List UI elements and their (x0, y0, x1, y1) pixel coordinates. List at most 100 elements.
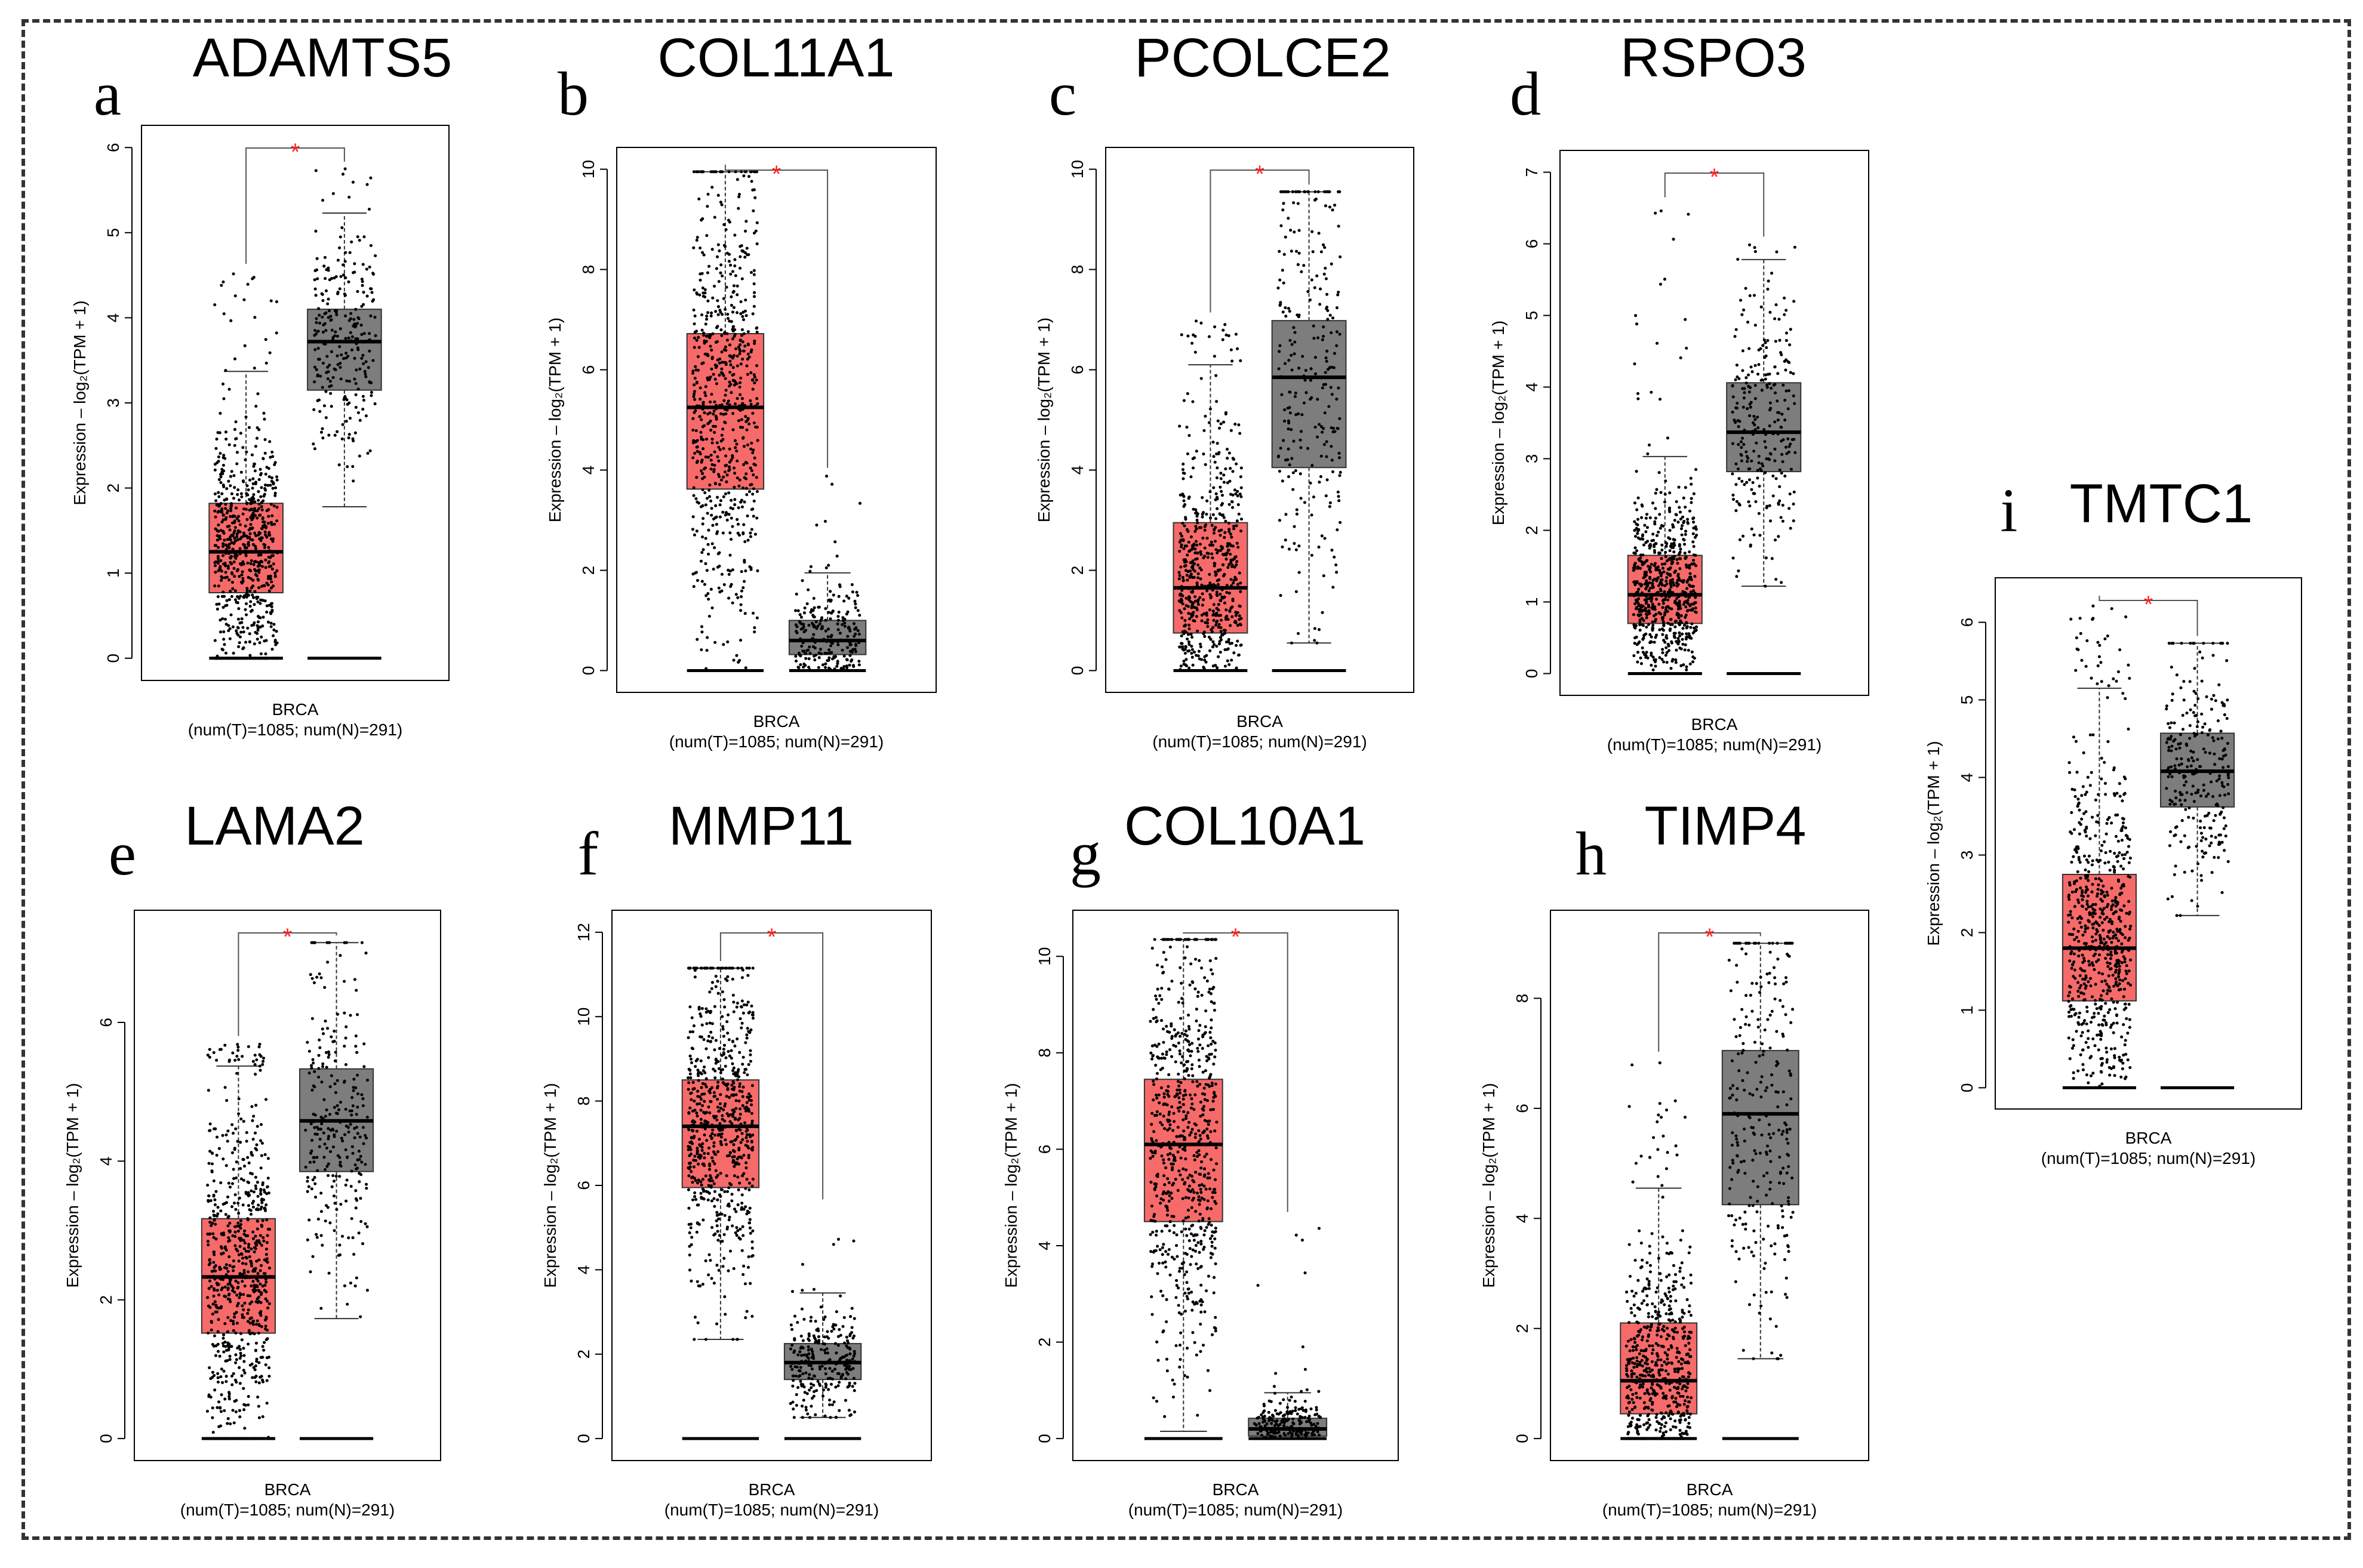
y-tick-label: 8 (1035, 1048, 1054, 1058)
dashed-frame (21, 19, 2351, 1540)
gene-title: RSPO3 (1620, 27, 1807, 88)
significance-star: * (1705, 924, 1715, 950)
panel-letter: c (1049, 60, 1076, 128)
sample-counts-label: (num(T)=1085; num(N)=291) (1128, 1501, 1343, 1519)
y-tick-label: 2 (579, 566, 598, 575)
gene-title: COL10A1 (1124, 796, 1365, 857)
gene-title: TIMP4 (1645, 796, 1807, 857)
y-axis-label: Expression – log₂(TPM + 1) (546, 318, 564, 522)
y-tick-label: 10 (574, 1008, 593, 1026)
y-tick-label: 6 (97, 1018, 115, 1027)
panel-letter: a (94, 60, 121, 128)
x-category-label: BRCA (264, 1480, 311, 1499)
y-tick-label: 2 (1958, 928, 1976, 938)
jitter-points (1632, 209, 1699, 675)
significance-bracket (1210, 170, 1310, 313)
jitter-points (687, 966, 755, 1341)
sample-counts-label: (num(T)=1085; num(N)=291) (1602, 1501, 1817, 1519)
panel-b: b COL11A1 0 2 4 6 8 10 Expression – log₂(TPM + 1… (546, 27, 937, 751)
significance-star: * (291, 139, 300, 165)
y-tick-label: 3 (104, 398, 122, 408)
x-category-label: BRCA (1687, 1480, 1733, 1499)
significance-star: * (1710, 164, 1719, 190)
y-tick-label: 0 (1958, 1083, 1976, 1093)
y-axis-label: Expression – log₂(TPM + 1) (1489, 321, 1507, 525)
panel-f: f MMP11 0 2 4 6 8 10 12 Expression – log₂(TPM + 1… (541, 796, 932, 1519)
plot-frame (611, 910, 932, 1461)
y-tick-label: 5 (1522, 311, 1541, 321)
panel-a: a ADAMTS5 0 1 2 3 4 5 6 Expression – log₂(TPM + 1… (70, 27, 452, 739)
significance-bracket (1183, 932, 1288, 1212)
jitter-points (1727, 941, 1795, 1360)
jitter-points (1276, 190, 1342, 645)
y-tick-label: 6 (1522, 239, 1541, 249)
y-tick-label: 1 (1522, 597, 1541, 607)
y-tick-label: 4 (104, 313, 122, 323)
boxplot-normal (1248, 1227, 1328, 1440)
boxplot-tumor (2062, 604, 2137, 1089)
boxplot-normal (783, 1237, 862, 1440)
y-tick-label: 8 (579, 265, 598, 275)
jitter-points (2066, 604, 2133, 1089)
x-category-label: BRCA (2125, 1129, 2172, 1147)
gene-title: ADAMTS5 (193, 27, 453, 88)
gene-title: PCOLCE2 (1134, 27, 1391, 88)
significance-bracket (2099, 596, 2198, 636)
jitter-points (691, 170, 759, 672)
sample-counts-label: (num(T)=1085; num(N)=291) (2041, 1149, 2256, 1167)
panel-letter: b (558, 60, 589, 128)
significance-bracket (1664, 172, 1765, 237)
plot-frame (616, 147, 937, 693)
sample-counts-label: (num(T)=1085; num(N)=291) (669, 732, 884, 751)
panel-letter: h (1576, 820, 1607, 888)
y-tick-label: 6 (1513, 1104, 1531, 1113)
sample-counts-label: (num(T)=1085; num(N)=291) (180, 1501, 395, 1519)
y-tick-label: 10 (1035, 947, 1054, 966)
y-tick-label: 4 (1035, 1241, 1054, 1250)
y-axis-label: Expression – log₂(TPM + 1) (70, 300, 89, 505)
y-tick-label: 6 (574, 1181, 593, 1190)
y-axis-label: Expression – log₂(TPM + 1) (1924, 741, 1943, 945)
plot-frame (1559, 150, 1869, 696)
y-tick-label: 2 (104, 483, 122, 493)
boxplot-tumor (1620, 1061, 1698, 1440)
y-tick-label: 2 (1513, 1324, 1531, 1333)
significance-star: * (283, 924, 293, 950)
y-axis-label: Expression – log₂(TPM + 1) (541, 1083, 559, 1287)
y-axis-label: Expression – log₂(TPM + 1) (1479, 1083, 1498, 1287)
boxplot-tumor (208, 272, 284, 660)
panel-letter: i (2001, 476, 2018, 545)
y-tick-label: 0 (1513, 1434, 1531, 1443)
significance-bracket (1658, 932, 1761, 1052)
y-tick-label: 2 (574, 1350, 593, 1359)
gene-title: TMTC1 (2070, 473, 2253, 534)
jitter-points (312, 167, 377, 483)
significance-star: * (772, 161, 781, 187)
boxplot-tumor (681, 966, 760, 1440)
y-tick-label: 0 (1035, 1434, 1054, 1443)
boxplot-normal (2160, 642, 2235, 1089)
boxplot-normal (307, 167, 382, 660)
y-tick-label: 0 (574, 1434, 593, 1443)
y-tick-label: 0 (1522, 669, 1541, 679)
y-tick-label: 4 (1522, 383, 1541, 392)
y-tick-label: 8 (1068, 265, 1087, 275)
y-tick-label: 6 (1035, 1145, 1054, 1154)
significance-star: * (1231, 924, 1241, 950)
significance-bracket (724, 164, 829, 468)
y-tick-label: 4 (1068, 466, 1087, 475)
y-tick-label: 6 (1958, 618, 1976, 627)
plot-frame (141, 125, 450, 681)
y-tick-label: 5 (104, 228, 122, 238)
panel-letter: d (1510, 60, 1541, 128)
x-category-label: BRCA (749, 1480, 795, 1499)
iqr-box (1721, 1050, 1799, 1206)
significance-bracket (245, 147, 345, 264)
boxplot-tumor (1143, 938, 1223, 1440)
y-tick-label: 12 (574, 923, 593, 941)
y-tick-label: 2 (1068, 566, 1087, 575)
boxplot-tumor (686, 170, 765, 672)
panel-g: g COL10A1 0 2 4 6 8 10 Expression – log₂(TPM + 1… (1002, 796, 1399, 1519)
